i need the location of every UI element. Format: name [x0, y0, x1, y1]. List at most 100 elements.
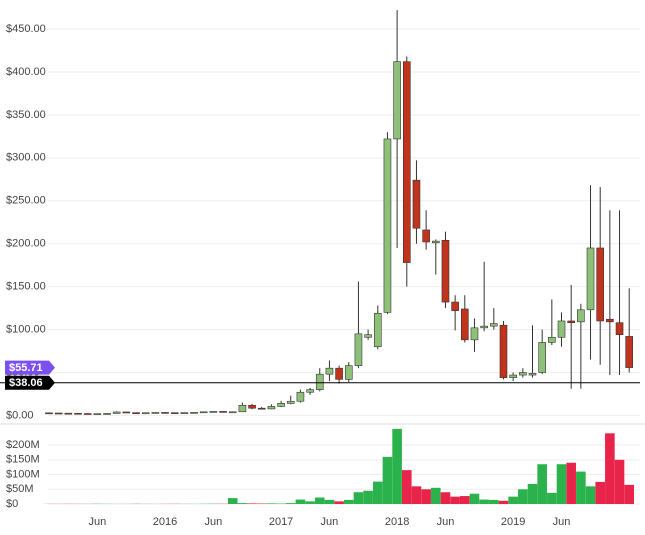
x-tick-label: Jun: [321, 516, 339, 528]
candle-body: [141, 412, 150, 415]
candle-body: [335, 367, 343, 380]
candle-body: [383, 138, 392, 313]
volume-bar: [527, 483, 538, 504]
candle-body: [151, 412, 160, 414]
volume-tick-label: $0: [6, 498, 18, 510]
x-tick-label: Jun: [205, 516, 223, 528]
volume-bar: [353, 492, 364, 504]
volume-bar: [247, 503, 257, 504]
volume-tick-label: $50M: [6, 483, 34, 495]
volume-bar: [624, 484, 634, 504]
candle-body: [170, 412, 179, 414]
candle-body: [180, 412, 189, 414]
volume-bar: [314, 497, 325, 504]
x-tick-label: 2017: [269, 516, 293, 528]
volume-bar: [421, 489, 431, 504]
y-tick-label: $300.00: [6, 152, 46, 164]
x-tick-label: 2019: [501, 516, 525, 528]
candle-body: [519, 372, 527, 376]
candle-body: [344, 365, 353, 380]
candle-body: [325, 367, 334, 375]
volume-bar: [227, 498, 238, 504]
candle-body: [103, 413, 111, 415]
candle-body: [132, 412, 140, 414]
volume-bar: [431, 487, 441, 504]
volume-bar: [605, 433, 615, 504]
candle-body: [315, 373, 324, 390]
volume-bar: [537, 464, 547, 504]
volume-bar: [508, 496, 518, 504]
volume-bar: [489, 499, 499, 504]
candle-body: [615, 322, 624, 336]
candle-body: [286, 400, 295, 404]
volume-bar: [372, 481, 383, 504]
candle-body: [219, 411, 227, 413]
volume-bar: [324, 499, 335, 504]
volume-bar: [566, 462, 576, 504]
volume-bar: [440, 492, 451, 504]
volume-bar: [556, 464, 567, 504]
y-tick-label: $0.00: [6, 409, 34, 421]
candle-body: [373, 312, 382, 348]
candle-body: [83, 413, 92, 415]
candle-body: [64, 412, 73, 415]
x-tick-label: Jun: [437, 516, 455, 528]
candle-body: [596, 247, 604, 322]
candle-body: [402, 61, 411, 263]
candle-body: [422, 229, 430, 243]
volume-bar: [363, 490, 373, 504]
y-tick-label: $250.00: [6, 195, 46, 207]
candle-body: [548, 336, 556, 343]
candle-body: [470, 327, 479, 341]
volume-bar: [401, 470, 412, 504]
volume-bar: [547, 492, 557, 504]
candle-body: [354, 333, 363, 366]
volume-bar: [450, 496, 460, 504]
volume-bar: [411, 486, 422, 504]
volume-bar: [469, 493, 480, 504]
volume-bar: [334, 501, 344, 504]
candle-body: [209, 411, 218, 413]
y-tick-label: $100.00: [6, 323, 46, 335]
volume-bar: [518, 489, 528, 504]
candle-body: [364, 334, 372, 338]
candle-body: [228, 411, 237, 414]
candle-body: [586, 247, 595, 311]
candle-body: [509, 374, 517, 378]
volume-bar: [266, 503, 277, 504]
volume-bar: [392, 428, 402, 504]
volume-bar: [237, 503, 248, 504]
candle-body: [306, 389, 314, 393]
y-tick-label: $200.00: [6, 238, 46, 250]
candle-body: [122, 411, 131, 414]
candle-body: [606, 318, 614, 323]
price-line-box: [5, 375, 55, 390]
y-tick-label: $150.00: [6, 281, 46, 293]
volume-bar: [343, 499, 354, 504]
x-tick-label: 2018: [385, 516, 409, 528]
candle-body: [538, 342, 546, 373]
candle-body: [248, 404, 256, 409]
volume-bar: [479, 499, 489, 504]
candle-body: [528, 373, 537, 376]
last-price-box: [5, 360, 55, 375]
candle-body: [45, 412, 53, 415]
volume-tick-label: $200M: [6, 439, 40, 451]
candle-body: [267, 406, 276, 410]
candle-body: [625, 336, 634, 368]
candle-body: [190, 412, 198, 414]
candle-body: [161, 412, 169, 414]
volume-bar: [295, 499, 306, 504]
x-tick-label: 2016: [153, 516, 177, 528]
candle-body: [93, 413, 102, 415]
candle-body: [74, 412, 82, 415]
last-price-label: $55.71: [9, 362, 43, 374]
candle-body: [199, 411, 208, 414]
x-tick-label: Jun: [553, 516, 571, 528]
y-tick-label: $350.00: [6, 109, 46, 121]
candle-body: [461, 308, 469, 341]
candle-body: [393, 61, 401, 140]
candle-body: [557, 320, 566, 338]
candle-body: [54, 412, 63, 415]
